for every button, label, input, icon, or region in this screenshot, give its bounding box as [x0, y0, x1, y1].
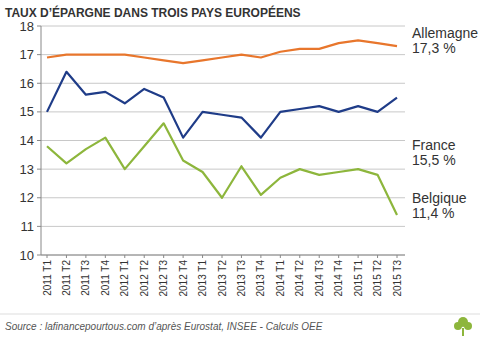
series-line — [47, 123, 397, 215]
y-tick-label: 10 — [20, 248, 34, 263]
y-tick-label: 15 — [20, 104, 34, 119]
y-tick-label: 16 — [20, 76, 34, 91]
y-tick — [37, 54, 41, 55]
x-tick — [397, 255, 398, 258]
x-tick — [241, 255, 242, 258]
x-tick — [124, 255, 125, 258]
x-tick — [358, 255, 359, 258]
grid-line — [41, 26, 405, 27]
title: TAUX D’ÉPARGNE DANS TROIS PAYS EUROPÉENS — [5, 5, 301, 20]
y-tick — [37, 111, 41, 112]
x-tick-label: 2013 T1 — [197, 260, 208, 297]
data-label: 15,5 % — [412, 152, 456, 168]
y-tick — [37, 169, 41, 170]
x-tick-label: 2011 T1 — [42, 260, 53, 296]
x-tick — [377, 255, 378, 258]
x-tick-label: 2012 T1 — [119, 260, 130, 297]
grid-line — [41, 255, 405, 256]
grid-line — [41, 226, 405, 227]
x-tick — [202, 255, 203, 258]
x-tick — [85, 255, 86, 258]
source: Source : lafinancepourtous.com d’après E… — [5, 321, 323, 332]
x-axis — [41, 255, 405, 256]
x-tick-label: 2011 T3 — [80, 260, 91, 296]
y-tick — [37, 26, 41, 27]
x-tick-label: 2014 T3 — [314, 260, 325, 297]
grid-line — [41, 140, 405, 141]
x-tick — [280, 255, 281, 258]
x-tick-label: 2012 T3 — [158, 260, 169, 297]
chart: TAUX D’ÉPARGNE DANS TROIS PAYS EUROPÉENS… — [0, 0, 480, 342]
x-tick-label: 2014 T4 — [333, 260, 344, 297]
plot-area — [47, 40, 397, 215]
x-tick — [47, 255, 48, 258]
series-label: Allemagne — [412, 25, 478, 41]
x-tick-label: 2015 T1 — [353, 260, 364, 297]
y-tick-label: 11 — [21, 219, 35, 234]
data-label: 11,4 % — [412, 205, 455, 221]
series-line — [47, 72, 397, 138]
series-label: Belgique — [412, 190, 467, 206]
y-tick — [37, 226, 41, 227]
x-tick-label: 2013 T3 — [236, 260, 247, 297]
x-tick-label: 2013 T2 — [217, 260, 228, 297]
series-label: France — [412, 137, 456, 153]
x-tick-label: 2011 T2 — [61, 260, 72, 296]
x-tick-label: 2012 T2 — [139, 260, 150, 297]
y-tick-label: 12 — [20, 190, 34, 205]
x-tick-label: 2012 T4 — [178, 260, 189, 297]
y-tick — [37, 255, 41, 256]
grid-line — [41, 111, 405, 112]
x-tick — [183, 255, 184, 258]
series-line — [47, 40, 397, 63]
y-tick-label: 18 — [20, 19, 34, 34]
logo — [454, 317, 472, 336]
x-tick — [163, 255, 164, 258]
x-tick — [105, 255, 106, 258]
y-tick — [37, 197, 41, 198]
y-axis — [41, 26, 42, 255]
x-tick — [299, 255, 300, 258]
y-tick — [37, 83, 41, 84]
y-tick — [37, 140, 41, 141]
y-tick-label: 13 — [20, 162, 34, 177]
x-tick — [319, 255, 320, 258]
x-tick-label: 2014 T2 — [294, 260, 305, 297]
x-tick — [222, 255, 223, 258]
x-tick-label: 2015 T2 — [372, 260, 383, 297]
x-tick-label: 2014 T1 — [275, 260, 286, 297]
grid-line — [41, 83, 405, 84]
x-tick — [66, 255, 67, 258]
x-tick — [260, 255, 261, 258]
x-tick-label: 2011 T4 — [100, 260, 111, 296]
x-tick-label: 2015 T3 — [392, 260, 403, 297]
x-tick — [338, 255, 339, 258]
data-label: 17,3 % — [412, 40, 456, 56]
y-tick-label: 14 — [20, 133, 34, 148]
y-tick-label: 17 — [20, 47, 34, 62]
x-tick-label: 2013 T4 — [255, 260, 266, 297]
separator — [0, 314, 480, 315]
x-tick — [144, 255, 145, 258]
